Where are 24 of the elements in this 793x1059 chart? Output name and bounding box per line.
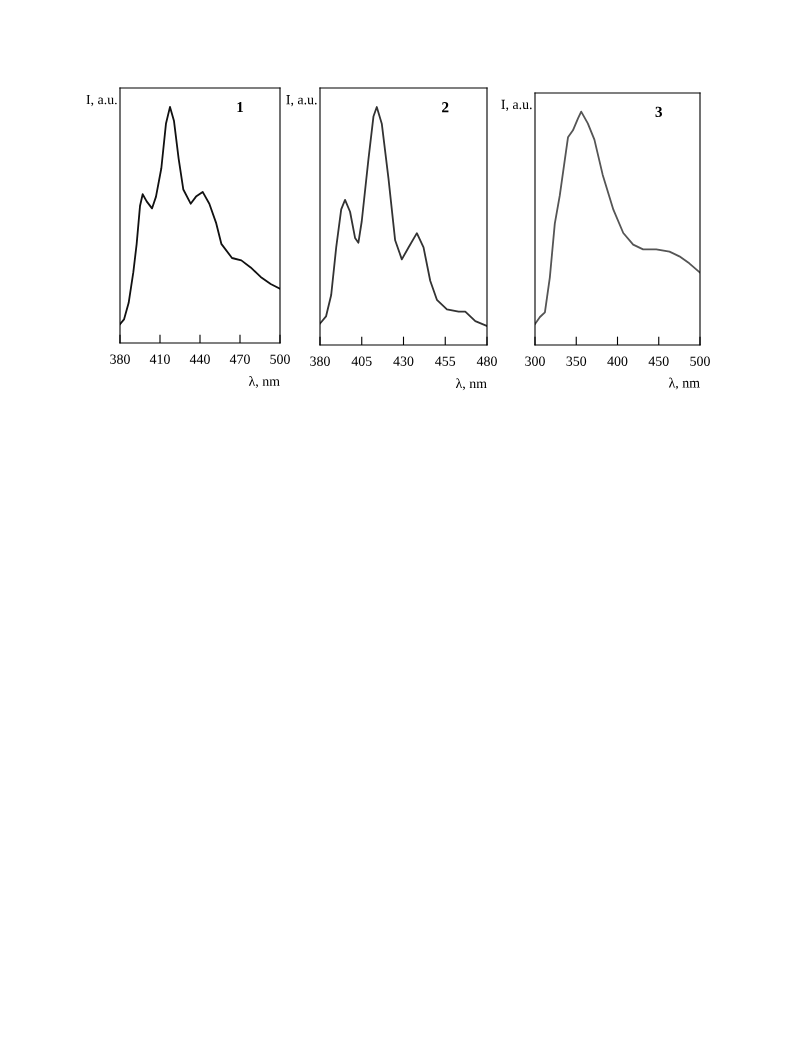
x-tick-label: 500 bbox=[270, 354, 290, 364]
x-tick-label: 405 bbox=[351, 356, 372, 366]
x-tick-label: 400 bbox=[607, 356, 628, 366]
x-tick-label: 450 bbox=[648, 356, 669, 366]
x-tick-label: 500 bbox=[690, 356, 710, 366]
y-axis-title: I, a.u. bbox=[86, 94, 117, 107]
x-tick-label: 380 bbox=[310, 356, 330, 366]
y-axis-title: I, a.u. bbox=[501, 99, 532, 112]
x-axis-title: λ, nm bbox=[248, 376, 280, 388]
y-axis-title: I, a.u. bbox=[286, 95, 317, 107]
annotation: 1 bbox=[237, 101, 244, 113]
x-tick-label: 300 bbox=[525, 356, 545, 366]
x-tick-label: 455 bbox=[435, 356, 456, 366]
x-axis-title: λ, nm bbox=[455, 378, 487, 391]
x-tick-label: 410 bbox=[149, 354, 170, 364]
x-tick-label: 470 bbox=[229, 354, 250, 364]
x-tick-label: 380 bbox=[110, 354, 130, 364]
x-axis-title: λ, nm bbox=[668, 377, 700, 390]
x-tick-label: 430 bbox=[393, 356, 414, 366]
annotation: 3 bbox=[655, 106, 663, 117]
x-tick-label: 350 bbox=[566, 356, 587, 366]
annotation: 2 bbox=[442, 102, 449, 113]
x-tick-label: 440 bbox=[189, 354, 210, 364]
x-tick-label: 480 bbox=[476, 356, 497, 366]
